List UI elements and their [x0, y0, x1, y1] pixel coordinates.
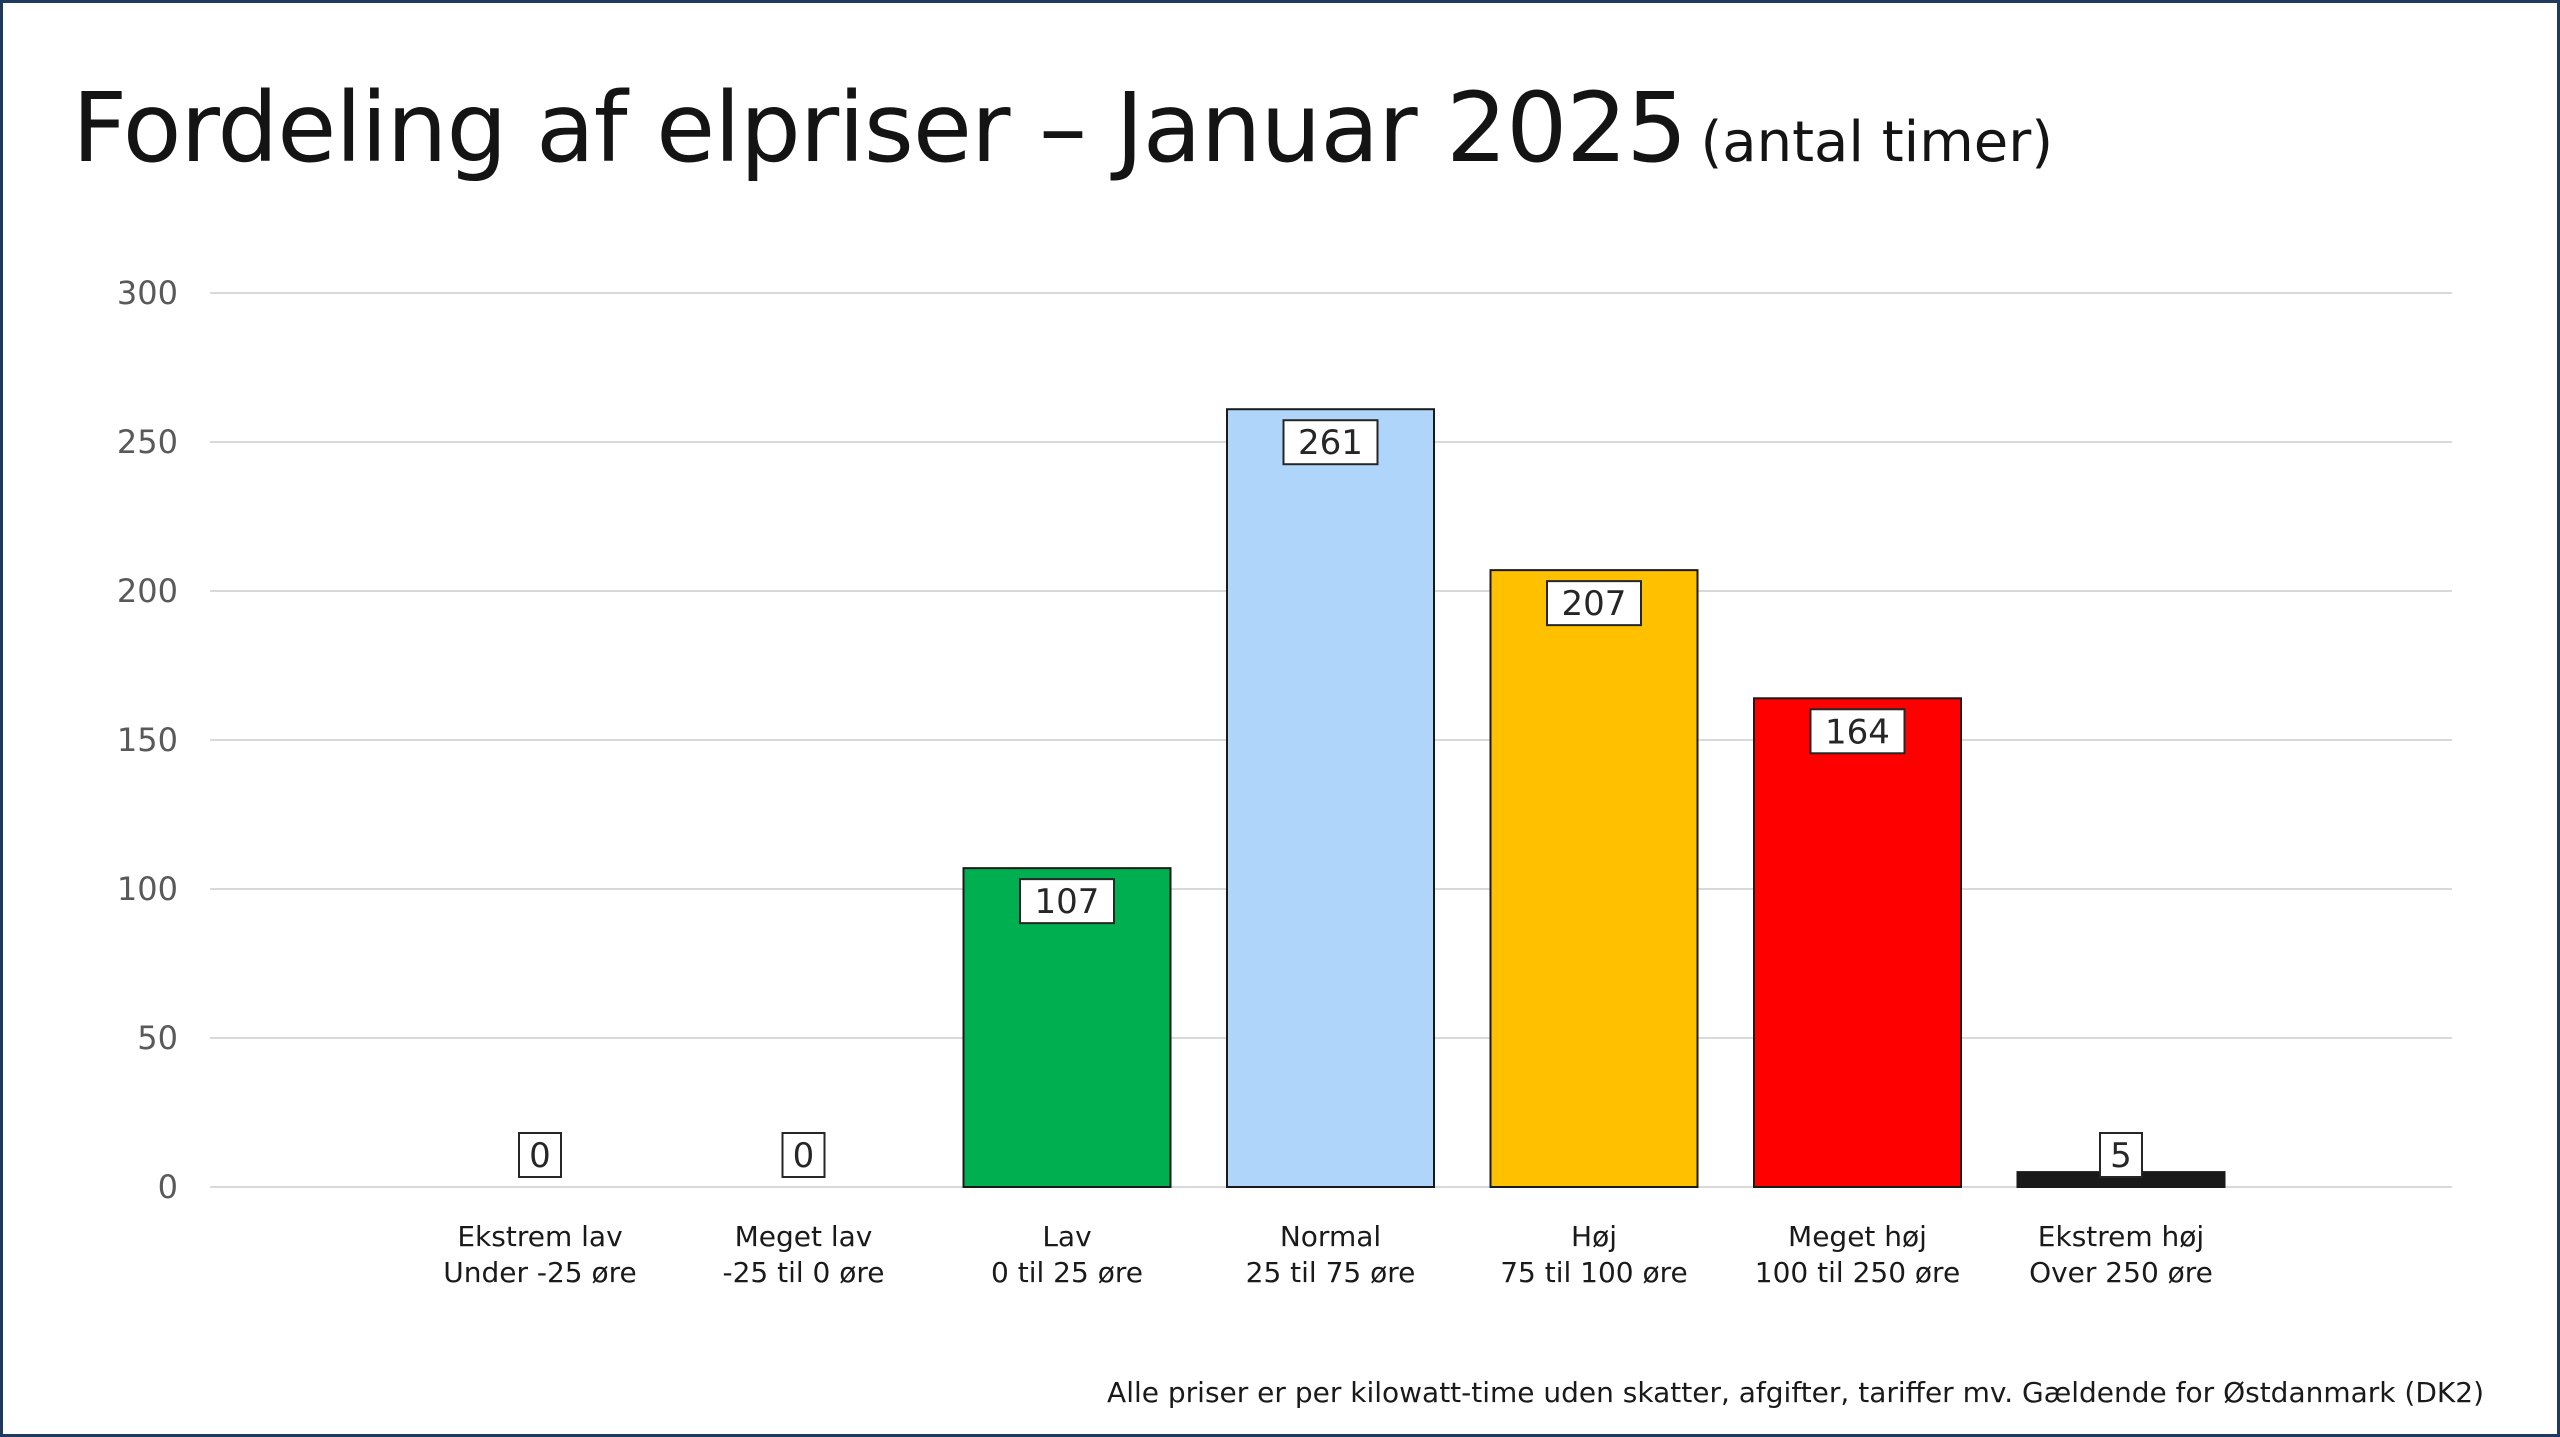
x-category-label: Ekstrem lav: [457, 1220, 622, 1253]
data-label-box: [518, 1132, 562, 1178]
data-label-box: [781, 1132, 826, 1178]
bar: [1753, 697, 1962, 1189]
y-tick-label: 250: [117, 423, 178, 461]
x-category-range-label: 75 til 100 øre: [1500, 1256, 1688, 1289]
y-tick-label: 200: [117, 572, 178, 610]
data-label: 107: [1035, 882, 1100, 922]
data-label-box: [1546, 580, 1642, 627]
data-label: 0: [793, 1136, 815, 1176]
y-tick-label: 100: [117, 870, 178, 908]
chart-subtitle: (antal timer): [1700, 110, 2054, 175]
x-category-range-label: Under -25 øre: [443, 1256, 637, 1289]
data-label-box: [1282, 419, 1379, 466]
x-category-range-label: 100 til 250 øre: [1755, 1256, 1960, 1289]
y-tick-label: 300: [117, 274, 178, 312]
x-category-label: Lav: [1042, 1220, 1091, 1253]
y-tick-label: 50: [137, 1019, 178, 1057]
data-label: 207: [1562, 584, 1627, 624]
bar: [1489, 569, 1699, 1188]
chart-title-row: Fordeling af elpriser – Januar 2025 (anta…: [72, 72, 2053, 184]
x-category-range-label: -25 til 0 øre: [722, 1256, 884, 1289]
chart-title: Fordeling af elpriser – Januar 2025: [72, 72, 1687, 184]
x-category-range-label: 0 til 25 øre: [991, 1256, 1143, 1289]
x-category-label: Ekstrem høj: [2038, 1220, 2204, 1253]
data-label-box: [1809, 708, 1906, 755]
x-category-label: Høj: [1571, 1220, 1617, 1253]
y-tick-label: 0: [158, 1168, 178, 1206]
x-category-range-label: Over 250 øre: [2029, 1256, 2213, 1289]
footnote: Alle priser er per kilowatt-time uden sk…: [1107, 1376, 2484, 1409]
data-label: 0: [529, 1136, 551, 1176]
x-category-label: Meget høj: [1788, 1220, 1927, 1253]
x-category-label: Normal: [1280, 1220, 1381, 1253]
data-label: 164: [1825, 712, 1890, 752]
data-label-box: [1019, 878, 1115, 925]
x-category-range-label: 25 til 75 øre: [1246, 1256, 1416, 1289]
x-category-label: Meget lav: [735, 1220, 873, 1253]
data-label: 5: [2110, 1136, 2132, 1176]
bar: [1226, 408, 1435, 1189]
data-label: 261: [1298, 423, 1363, 463]
data-label-box: [2099, 1132, 2143, 1178]
y-tick-label: 150: [117, 721, 178, 759]
